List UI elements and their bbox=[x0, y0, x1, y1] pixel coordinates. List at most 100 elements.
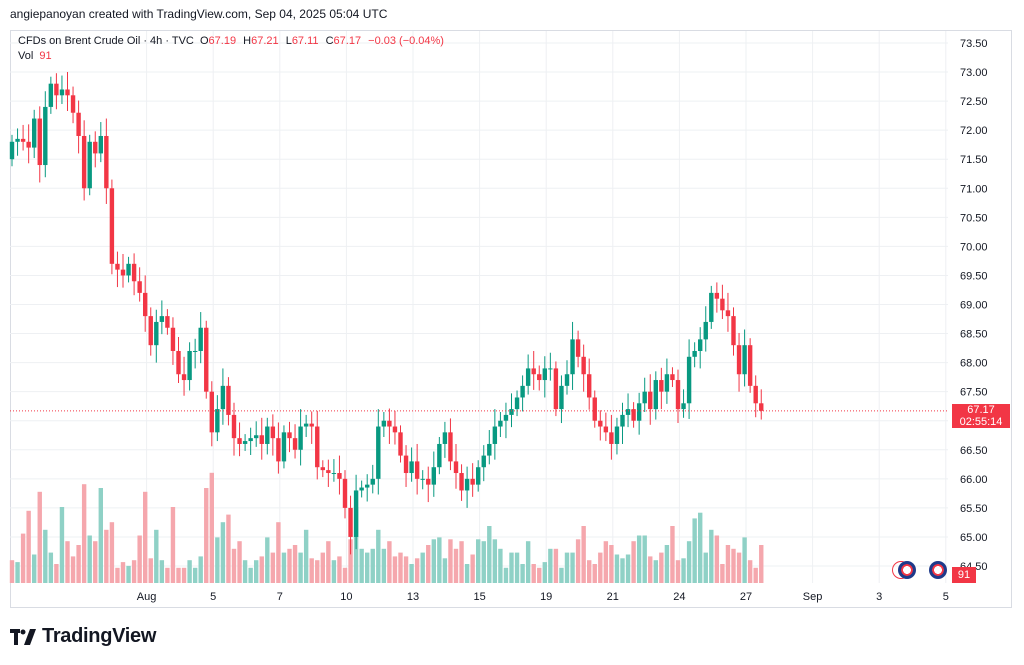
high-value: 67.21 bbox=[251, 35, 279, 47]
candle-body bbox=[620, 414, 625, 427]
volume-bar bbox=[48, 552, 54, 583]
volume-bars bbox=[9, 472, 764, 583]
volume-bar bbox=[81, 484, 87, 583]
x-tick-label: 21 bbox=[607, 591, 619, 603]
candle-body bbox=[148, 316, 153, 346]
volume-bar bbox=[636, 535, 642, 583]
volume-bar bbox=[115, 567, 120, 583]
change-value: −0.03 (−0.04%) bbox=[368, 35, 444, 47]
volume-bar bbox=[609, 545, 614, 583]
volume-bar bbox=[381, 548, 387, 583]
volume-bar bbox=[231, 548, 237, 583]
open-value: 67.19 bbox=[208, 35, 237, 47]
volume-bar bbox=[59, 507, 65, 583]
volume-bar bbox=[437, 537, 442, 583]
volume-bar bbox=[747, 560, 753, 583]
candle-body bbox=[559, 385, 564, 410]
candle-body bbox=[320, 467, 325, 471]
candle-body bbox=[759, 403, 764, 411]
candle-body bbox=[459, 473, 464, 491]
volume-bar bbox=[492, 539, 498, 583]
volume-bar bbox=[54, 564, 59, 583]
volume-legend: Vol 91 bbox=[18, 50, 52, 62]
candle-body bbox=[165, 316, 170, 328]
y-tick-label: 70.00 bbox=[960, 241, 988, 253]
tradingview-logo[interactable]: TradingView bbox=[10, 625, 156, 648]
candle-body bbox=[420, 478, 425, 480]
candle-body bbox=[587, 374, 592, 398]
candle-body bbox=[20, 138, 26, 142]
candle-body bbox=[503, 414, 509, 421]
volume-bar bbox=[126, 565, 131, 583]
candle-body bbox=[609, 432, 614, 444]
candle-body bbox=[115, 263, 120, 270]
candle-body bbox=[131, 263, 137, 282]
volume-bar bbox=[370, 548, 375, 583]
us-flag-icon[interactable] bbox=[898, 561, 916, 579]
candle-body bbox=[476, 467, 481, 485]
volume-bar bbox=[587, 560, 592, 583]
x-tick-label: 5 bbox=[210, 591, 216, 603]
volume-bar bbox=[559, 567, 564, 583]
volume-value: 91 bbox=[39, 50, 52, 62]
volume-bar bbox=[720, 564, 725, 583]
volume-bar bbox=[525, 541, 531, 583]
candle-body bbox=[398, 432, 403, 456]
y-tick-label: 69.50 bbox=[960, 270, 988, 282]
candle-body bbox=[15, 138, 20, 142]
candle-body bbox=[409, 461, 414, 474]
volume-bar bbox=[542, 562, 547, 583]
volume-bar bbox=[143, 491, 148, 583]
candle-body bbox=[276, 438, 281, 462]
candle-body bbox=[54, 83, 59, 96]
volume-bar bbox=[575, 539, 581, 583]
volume-bar bbox=[348, 539, 353, 583]
candle-body bbox=[664, 374, 670, 392]
candle-body bbox=[81, 135, 87, 189]
volume-bar bbox=[192, 567, 198, 583]
us-flag-icon[interactable] bbox=[929, 561, 947, 579]
candle-body bbox=[614, 426, 620, 444]
close-value: 67.17 bbox=[333, 35, 362, 47]
candle-body bbox=[59, 89, 65, 96]
y-tick-label: 69.00 bbox=[960, 300, 988, 312]
candle-body bbox=[76, 112, 81, 136]
volume-bar bbox=[514, 552, 520, 583]
candle-body bbox=[548, 368, 553, 370]
candle-body bbox=[498, 420, 503, 427]
low-label: L bbox=[285, 35, 292, 47]
candle-body bbox=[154, 321, 159, 346]
volume-bar bbox=[254, 560, 259, 583]
candle-body bbox=[481, 455, 486, 468]
volume-bar bbox=[309, 558, 314, 583]
volume-bar bbox=[376, 529, 381, 583]
candle-body bbox=[426, 478, 431, 485]
chart-frame[interactable] bbox=[10, 30, 1012, 608]
candle-body bbox=[453, 461, 459, 474]
volume-bar bbox=[698, 512, 703, 583]
volume-bar bbox=[625, 554, 631, 583]
x-tick-label: 13 bbox=[407, 591, 419, 603]
volume-bar bbox=[464, 564, 470, 583]
x-tick-label: 19 bbox=[540, 591, 552, 603]
candle-body bbox=[392, 426, 398, 433]
candle-body bbox=[143, 292, 148, 317]
candle-body bbox=[709, 292, 714, 322]
candle-body bbox=[531, 368, 536, 375]
candle-body bbox=[520, 385, 525, 398]
candle-body bbox=[542, 368, 547, 381]
volume-bar bbox=[670, 526, 675, 583]
volume-bar bbox=[159, 560, 165, 583]
volume-bar bbox=[176, 567, 181, 583]
volume-bar bbox=[414, 558, 420, 583]
volume-badge: 91 bbox=[952, 567, 976, 583]
y-tick-label: 71.50 bbox=[960, 154, 988, 166]
candle-body bbox=[603, 426, 609, 433]
volume-bar bbox=[736, 552, 742, 583]
volume-bar bbox=[187, 560, 192, 583]
candle-body bbox=[681, 403, 686, 410]
volume-bar bbox=[320, 552, 325, 583]
y-tick-label: 71.00 bbox=[960, 183, 988, 195]
volume-bar bbox=[759, 545, 764, 583]
